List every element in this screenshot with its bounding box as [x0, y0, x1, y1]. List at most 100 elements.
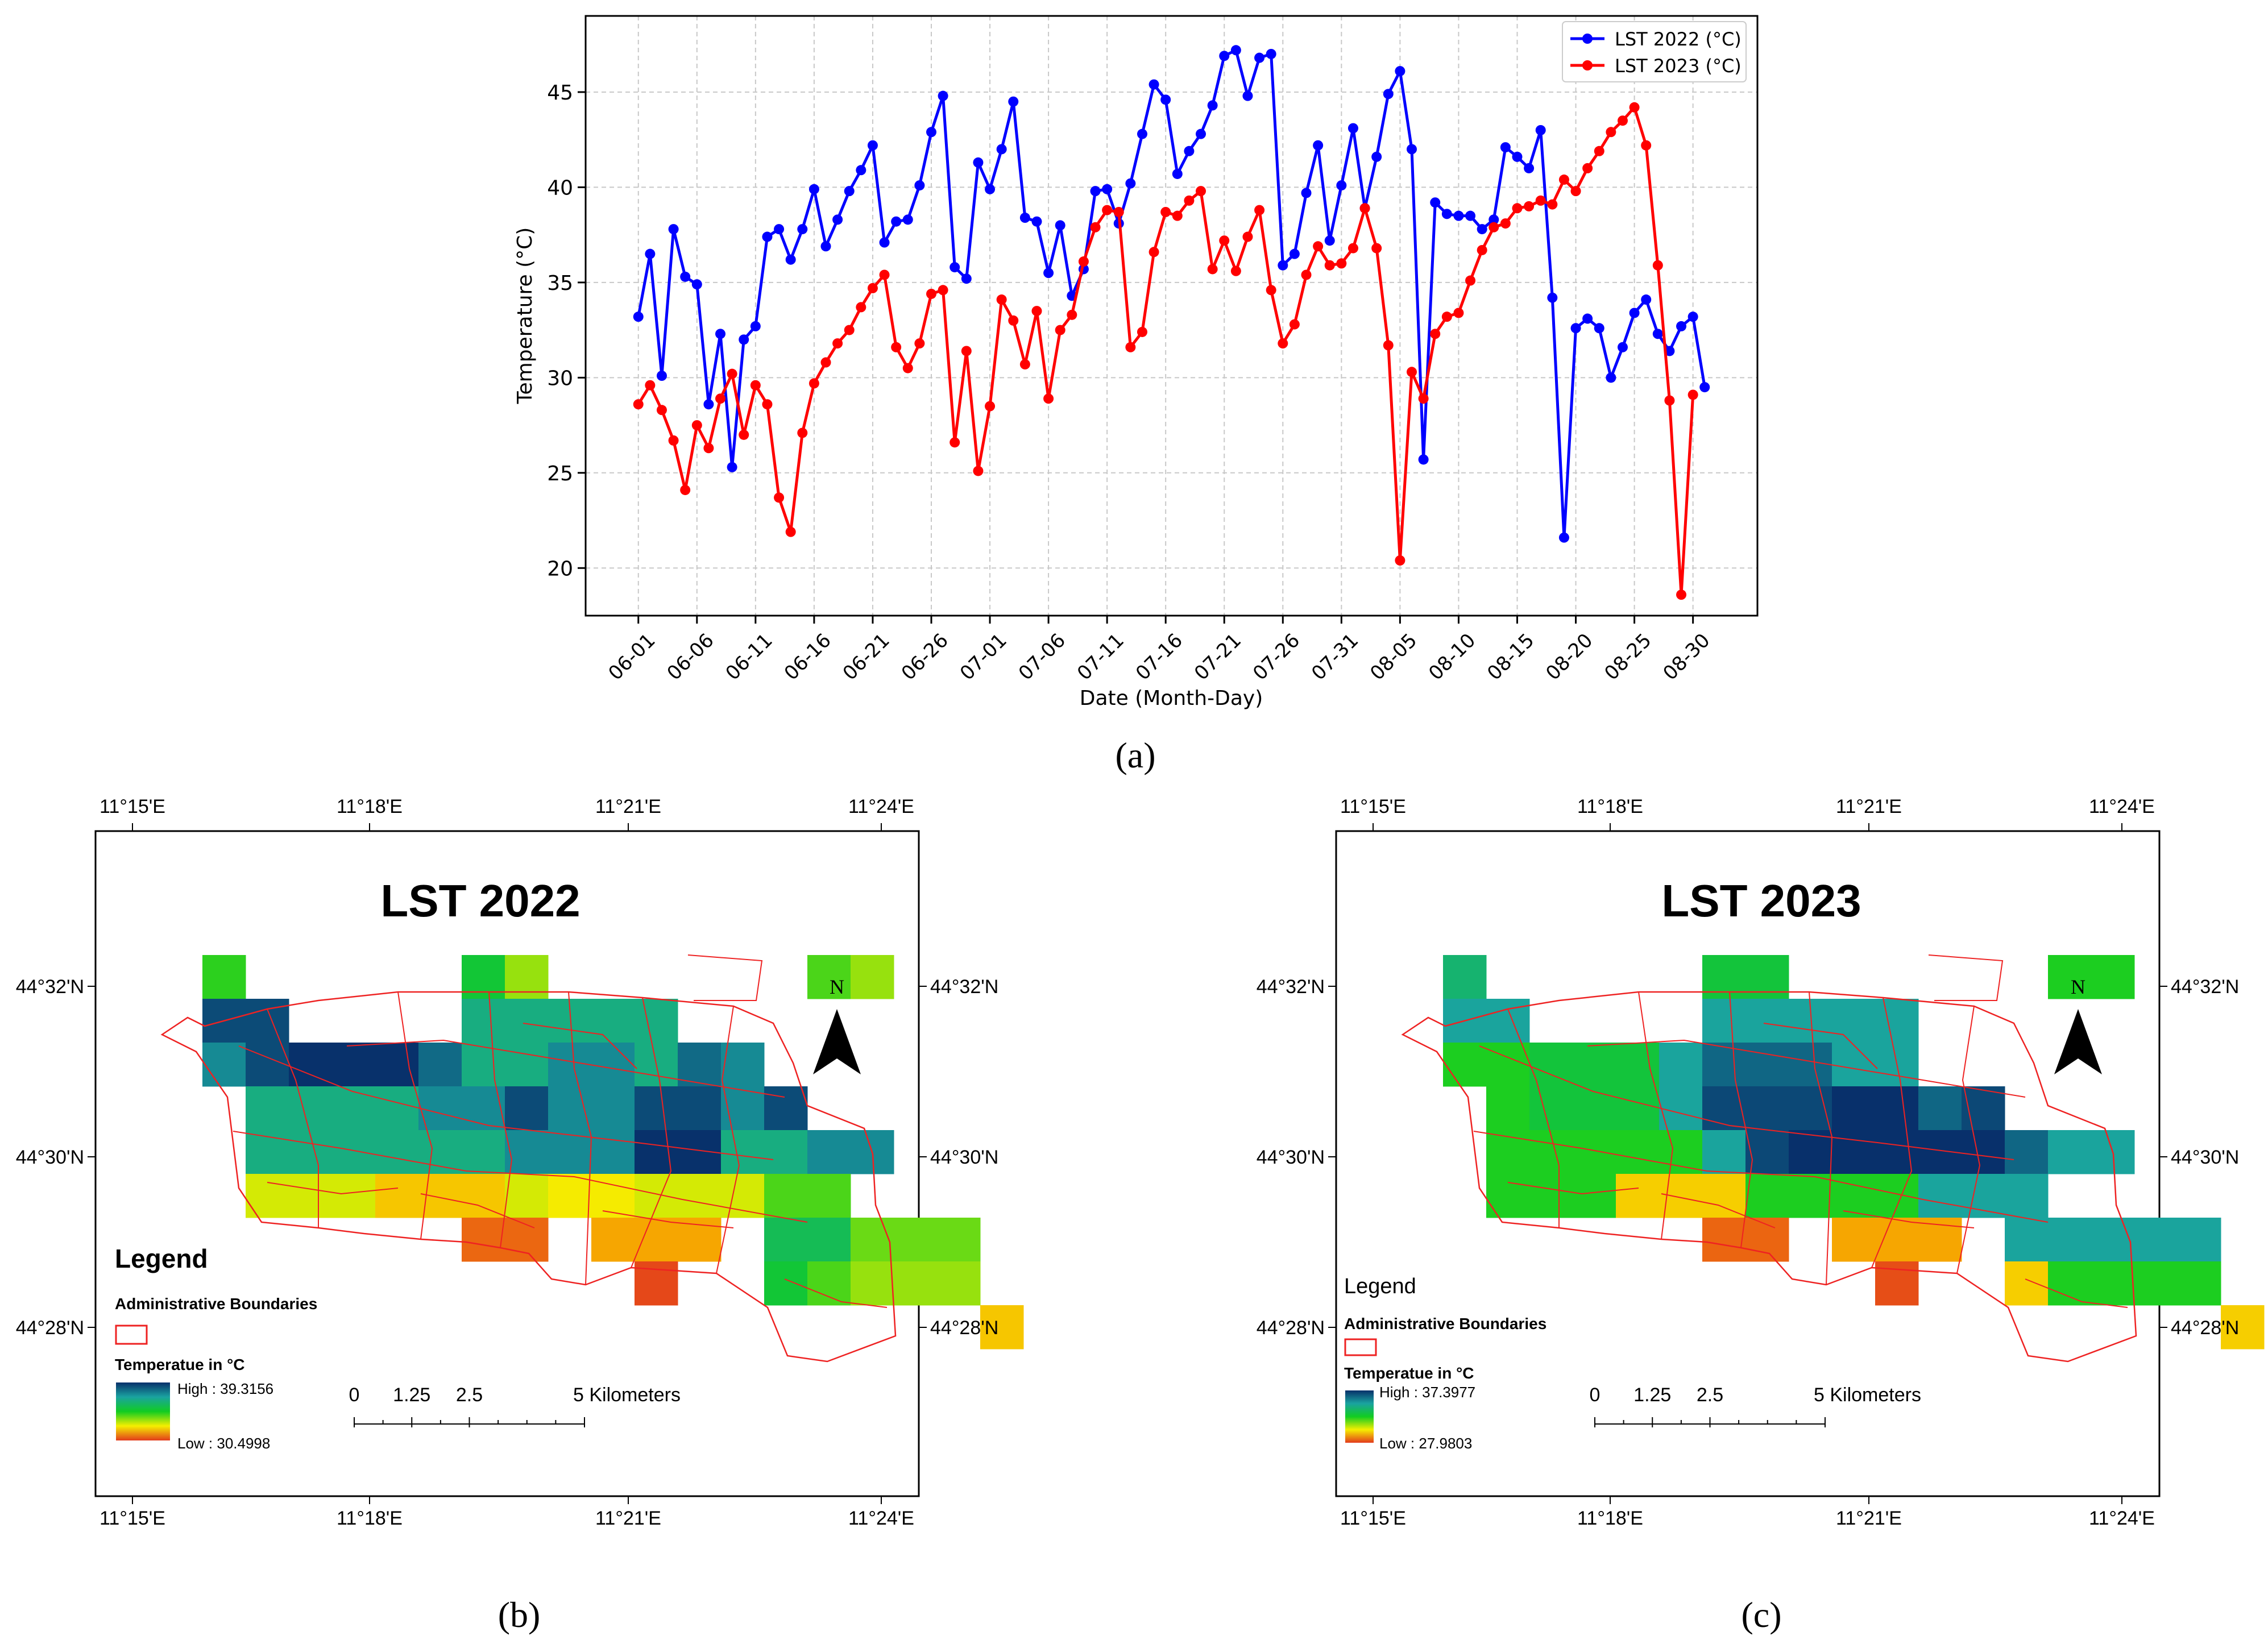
map-title: LST 2022 [380, 875, 580, 926]
data-point-2022 [1313, 140, 1324, 151]
data-point-2022 [1184, 146, 1195, 156]
data-point-2023 [656, 405, 667, 416]
raster-cell [332, 1174, 376, 1218]
raster-cell [289, 1174, 333, 1218]
raster-cell [1875, 999, 1919, 1043]
raster-cell [2221, 1305, 2265, 1350]
raster-cell [2048, 1218, 2092, 1262]
data-point-2023 [1242, 231, 1253, 242]
raster-cell [1962, 1174, 2005, 1218]
y-tick-label: 35 [547, 272, 573, 295]
data-point-2022 [844, 186, 855, 197]
data-point-2023 [820, 357, 831, 368]
boundary-line [784, 1278, 888, 1308]
data-point-2022 [1418, 454, 1429, 465]
y-tick-label: 25 [547, 462, 573, 485]
raster-cell [1875, 1218, 1919, 1262]
raster-cell [807, 1174, 851, 1218]
raster-cell [246, 1174, 289, 1218]
raster-cell [202, 1043, 246, 1087]
map-panel-2022: LST 2022 N Legend Administrative Boundar… [16, 796, 1024, 1635]
y-tick-label: 20 [547, 557, 573, 580]
boundary-line [1763, 1023, 1878, 1069]
data-point-2023 [1230, 265, 1241, 276]
data-point-2023 [914, 338, 925, 349]
data-point-2022 [996, 144, 1007, 155]
data-point-2022 [633, 312, 644, 322]
legend-boundary-swatch [1344, 1338, 1377, 1356]
data-point-2023 [996, 294, 1007, 305]
data-point-2022 [1500, 142, 1511, 153]
x-tick-label: 08-15 [1483, 629, 1539, 685]
boundary-line [2025, 1278, 2128, 1308]
data-point-2023 [1395, 555, 1405, 566]
data-point-2023 [891, 342, 902, 352]
x-tick-label: 07-31 [1307, 629, 1363, 685]
data-point-2023 [985, 401, 996, 412]
raster-cell [2005, 1174, 2049, 1218]
data-point-2023 [1547, 199, 1558, 210]
boundary-line [488, 991, 513, 1248]
data-point-2022 [1137, 128, 1147, 139]
raster-cell [591, 1086, 635, 1131]
data-point-2022 [727, 462, 737, 472]
raster-cell [246, 1043, 289, 1087]
data-point-2023 [633, 399, 644, 410]
lon-label-top: 11°21'E [1836, 796, 1902, 817]
data-point-2023 [1078, 256, 1089, 267]
raster-cell [1573, 1043, 1616, 1087]
raster-cell [1745, 1174, 1789, 1218]
x-tick-label: 08-30 [1658, 629, 1714, 685]
raster-cell [1529, 1086, 1573, 1131]
x-tick-label: 06-01 [604, 629, 660, 685]
data-point-2022 [1172, 168, 1183, 179]
x-tick-label: 07-21 [1190, 629, 1246, 685]
raster-cell [721, 1130, 765, 1174]
map-legend: Legend Administrative Boundaries Tempera… [115, 1244, 317, 1452]
data-point-2022 [902, 214, 913, 225]
lon-label-bottom: 11°24'E [2089, 1508, 2155, 1529]
map-title: LST 2023 [1661, 875, 1861, 926]
data-point-2023 [1102, 205, 1113, 215]
data-point-2023 [1687, 389, 1698, 400]
data-point-2023 [856, 302, 866, 313]
data-point-2023 [1606, 127, 1616, 138]
boundary-line [267, 1182, 399, 1195]
data-point-2022 [1336, 180, 1347, 191]
lon-label-bottom: 11°21'E [1836, 1508, 1902, 1529]
data-point-2022 [1535, 124, 1546, 135]
lon-label-top: 11°24'E [848, 796, 914, 817]
data-point-2022 [1219, 51, 1230, 61]
data-point-2022 [808, 184, 819, 194]
caption-a: (a) [1115, 735, 1155, 775]
data-point-2022 [1594, 323, 1604, 334]
data-point-2023 [797, 427, 808, 438]
raster-cell [851, 1261, 894, 1306]
raster-cell [1616, 1086, 1660, 1131]
data-point-2023 [1184, 195, 1195, 206]
data-point-2022 [785, 254, 796, 265]
raster-cell [418, 1043, 462, 1087]
boundary-line [1587, 1039, 2026, 1098]
legend-label-2023: LST 2023 (°C) [1615, 55, 1742, 77]
data-point-2022 [1547, 292, 1558, 303]
raster-cell [764, 1130, 808, 1174]
data-point-2023 [1090, 222, 1101, 232]
raster-cell [505, 999, 549, 1043]
lon-label-bottom: 11°15'E [99, 1508, 165, 1529]
raster-cell [2048, 1261, 2092, 1306]
north-arrow-icon [813, 1009, 861, 1074]
data-point-2023 [727, 368, 737, 379]
lat-label-left: 44°28'N [1257, 1317, 1325, 1339]
raster-cell [462, 1130, 505, 1174]
raster-cell [591, 1043, 635, 1087]
data-point-2022 [645, 248, 656, 259]
raster-cell [721, 1043, 765, 1087]
data-point-2023 [1488, 222, 1499, 232]
data-point-2023 [703, 443, 714, 454]
x-tick-label: 06-21 [839, 629, 894, 685]
raster-cell [418, 1086, 462, 1131]
raster-cell [289, 1086, 333, 1131]
boundary-line [420, 1193, 535, 1228]
raster-cell [1832, 999, 1876, 1043]
